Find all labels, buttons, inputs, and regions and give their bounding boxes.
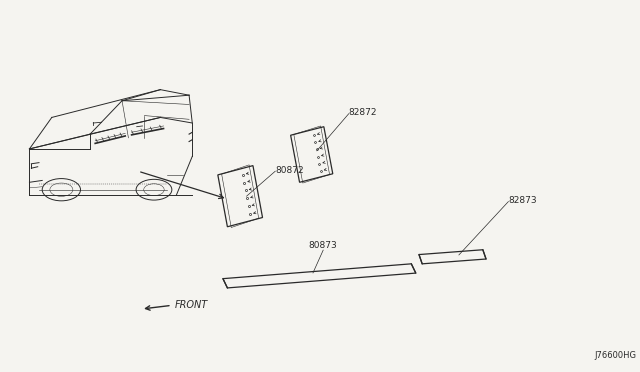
Text: 82872: 82872: [349, 108, 377, 117]
Text: 80873: 80873: [309, 241, 337, 250]
Text: FRONT: FRONT: [174, 300, 207, 310]
Text: 82873: 82873: [508, 196, 537, 205]
Text: J76600HG: J76600HG: [594, 351, 636, 360]
Text: 80872: 80872: [275, 166, 304, 175]
